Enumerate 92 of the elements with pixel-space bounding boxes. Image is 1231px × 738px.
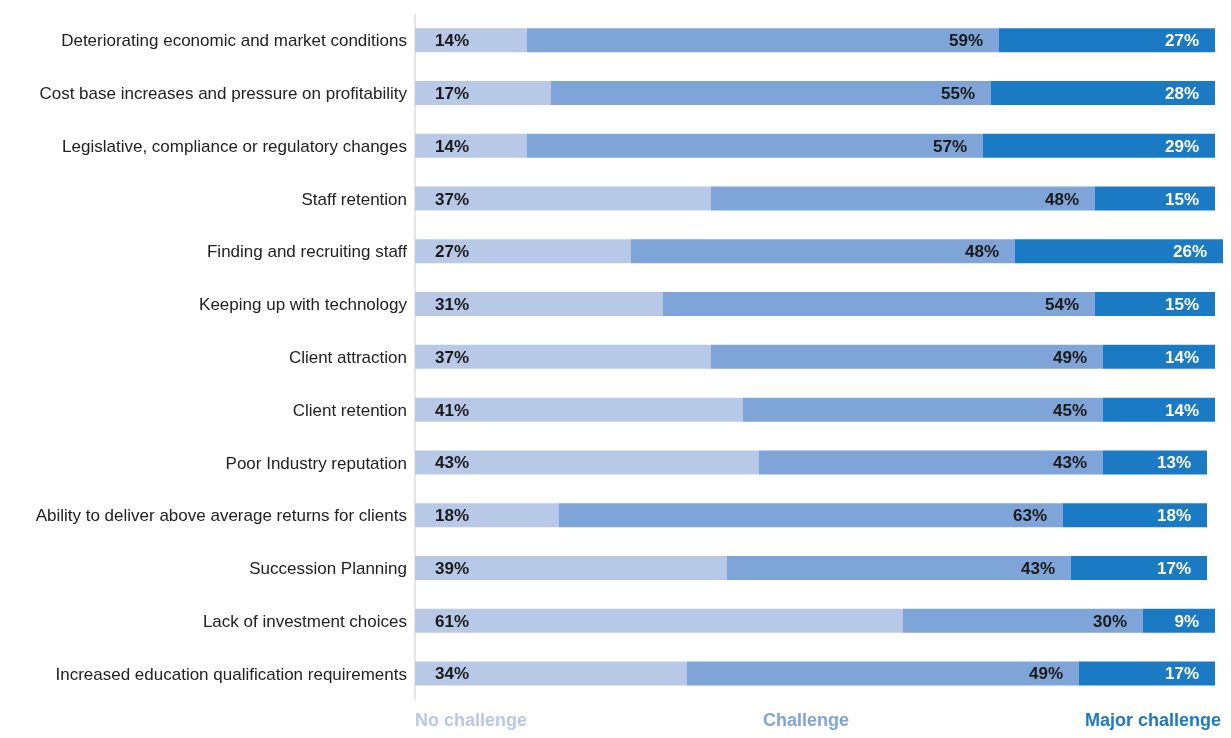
bar bbox=[415, 81, 551, 106]
data-label: 37% bbox=[435, 347, 470, 367]
bar bbox=[711, 344, 1103, 369]
data-label: 14% bbox=[435, 136, 470, 156]
data-label: 43% bbox=[435, 453, 470, 473]
data-label: 61% bbox=[435, 611, 470, 631]
series-label: Challenge bbox=[762, 710, 849, 731]
y-tick-label: Client retention bbox=[292, 400, 407, 420]
data-label: 14% bbox=[435, 31, 470, 51]
data-label: 18% bbox=[435, 506, 470, 526]
y-tick-label: Client attraction bbox=[288, 348, 407, 368]
bar bbox=[415, 608, 903, 633]
bar bbox=[711, 186, 1095, 211]
bar bbox=[999, 28, 1215, 53]
data-label: 49% bbox=[1028, 664, 1063, 684]
data-label: 59% bbox=[948, 31, 983, 51]
bar bbox=[687, 661, 1079, 686]
bar bbox=[415, 397, 743, 422]
data-label: 57% bbox=[932, 136, 967, 156]
data-label: 17% bbox=[1164, 664, 1199, 684]
bar bbox=[415, 661, 687, 686]
data-label: 55% bbox=[940, 83, 975, 103]
data-label: 15% bbox=[1164, 189, 1199, 209]
data-label: 14% bbox=[1164, 347, 1199, 367]
bar bbox=[1095, 186, 1215, 211]
bar bbox=[415, 133, 527, 158]
y-tick-label: Finding and recruiting staff bbox=[206, 242, 408, 262]
bar bbox=[1063, 503, 1207, 528]
bar bbox=[415, 239, 631, 264]
data-label: 54% bbox=[1044, 295, 1079, 315]
data-label: 28% bbox=[1164, 83, 1199, 103]
data-label: 13% bbox=[1156, 453, 1191, 473]
bar bbox=[551, 81, 991, 106]
data-label: 26% bbox=[1172, 242, 1207, 262]
data-label: 17% bbox=[435, 83, 470, 103]
data-label: 31% bbox=[435, 295, 470, 315]
data-label: 14% bbox=[1164, 400, 1199, 420]
data-label: 30% bbox=[1092, 611, 1127, 631]
bar bbox=[1015, 239, 1223, 264]
bar bbox=[663, 292, 1095, 317]
data-label: 15% bbox=[1164, 295, 1199, 315]
bar bbox=[415, 186, 711, 211]
series-label: No challenge bbox=[415, 710, 528, 731]
data-label: 37% bbox=[435, 189, 470, 209]
bar bbox=[903, 608, 1143, 633]
bar bbox=[631, 239, 1015, 264]
y-tick-label: Poor Industry reputation bbox=[225, 453, 407, 473]
bar bbox=[415, 450, 759, 475]
bar bbox=[759, 450, 1103, 475]
data-label: 39% bbox=[435, 558, 470, 578]
y-tick-label: Cost base increases and pressure on profitability bbox=[39, 84, 408, 104]
data-label: 49% bbox=[1052, 347, 1087, 367]
data-label: 18% bbox=[1156, 506, 1191, 526]
y-tick-label: Ability to deliver above average returns for clients bbox=[35, 506, 407, 526]
y-tick-label: Lack of investment choices bbox=[202, 611, 407, 631]
data-label: 41% bbox=[435, 400, 470, 420]
y-tick-label: Legislative, compliance or regulatory changes bbox=[62, 136, 407, 156]
bar bbox=[991, 81, 1215, 106]
y-tick-label: Keeping up with technology bbox=[199, 295, 408, 315]
data-label: 43% bbox=[1020, 558, 1055, 578]
bar bbox=[743, 397, 1103, 422]
data-label: 9% bbox=[1174, 611, 1199, 631]
y-tick-label: Succession Planning bbox=[249, 559, 407, 579]
series-label: Major challenge bbox=[1084, 710, 1221, 731]
data-label: 48% bbox=[1044, 189, 1079, 209]
y-tick-label: Staff retention bbox=[301, 189, 407, 209]
bar bbox=[415, 555, 727, 580]
bar bbox=[1103, 397, 1215, 422]
bar bbox=[415, 28, 527, 53]
data-label: 45% bbox=[1052, 400, 1087, 420]
bar bbox=[1071, 555, 1207, 580]
data-label: 29% bbox=[1164, 136, 1199, 156]
bar bbox=[415, 344, 711, 369]
data-label: 17% bbox=[1156, 558, 1191, 578]
bar bbox=[527, 28, 999, 53]
bar bbox=[1103, 344, 1215, 369]
data-label: 27% bbox=[1164, 31, 1199, 51]
data-label: 27% bbox=[435, 242, 470, 262]
data-label: 63% bbox=[1012, 506, 1047, 526]
bar bbox=[415, 292, 663, 317]
y-tick-label: Deteriorating economic and market conditions bbox=[61, 31, 407, 51]
bar bbox=[1079, 661, 1215, 686]
data-label: 43% bbox=[1052, 453, 1087, 473]
bar bbox=[1095, 292, 1215, 317]
bar bbox=[727, 555, 1071, 580]
bar bbox=[415, 503, 559, 528]
bar bbox=[983, 133, 1215, 158]
data-label: 34% bbox=[435, 664, 470, 684]
bar bbox=[559, 503, 1063, 528]
data-label: 48% bbox=[964, 242, 999, 262]
y-tick-label: Increased education qualification requirements bbox=[55, 664, 407, 684]
bar bbox=[527, 133, 983, 158]
